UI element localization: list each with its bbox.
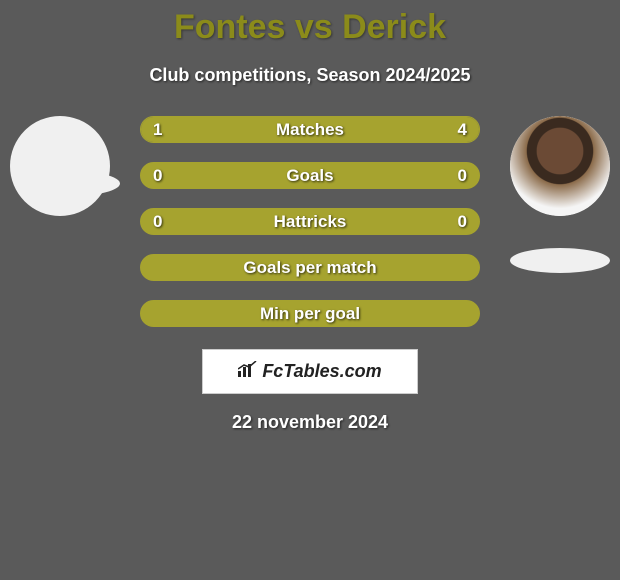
stat-bar: Hattricks 0 0 <box>140 208 480 235</box>
stat-value-left: 0 <box>153 212 162 232</box>
logo-text: FcTables.com <box>262 361 381 382</box>
source-logo: FcTables.com <box>202 349 418 394</box>
chart-icon <box>238 361 258 382</box>
avatar-image-placeholder <box>510 116 610 216</box>
date-label: 22 november 2024 <box>0 412 620 433</box>
stat-value-right: 0 <box>458 212 467 232</box>
stat-bar: Goals per match <box>140 254 480 281</box>
stat-value-left: 0 <box>153 166 162 186</box>
stat-value-right: 0 <box>458 166 467 186</box>
player-right-badge <box>510 248 610 273</box>
stat-label: Hattricks <box>274 212 347 232</box>
comparison-container: Fontes vs Derick Club competitions, Seas… <box>0 0 620 433</box>
player-right-avatar <box>510 116 610 216</box>
stat-label: Matches <box>276 120 344 140</box>
stat-value-left: 1 <box>153 120 162 140</box>
stat-bar: Matches 1 4 <box>140 116 480 143</box>
page-title: Fontes vs Derick <box>0 8 620 47</box>
player-left-avatar <box>10 116 110 216</box>
subtitle: Club competitions, Season 2024/2025 <box>0 65 620 86</box>
player-left-badge <box>20 171 120 196</box>
stat-bar: Goals 0 0 <box>140 162 480 189</box>
stats-area: Matches 1 4 Goals 0 0 Hattricks 0 0 Goals per mat… <box>0 116 620 327</box>
stat-bar: Min per goal <box>140 300 480 327</box>
bar-fill-left <box>141 117 209 142</box>
stat-label: Min per goal <box>260 304 360 324</box>
stat-value-right: 4 <box>458 120 467 140</box>
stat-label: Goals <box>286 166 333 186</box>
stat-bars: Matches 1 4 Goals 0 0 Hattricks 0 0 Goals per mat… <box>140 116 480 327</box>
stat-label: Goals per match <box>243 258 376 278</box>
